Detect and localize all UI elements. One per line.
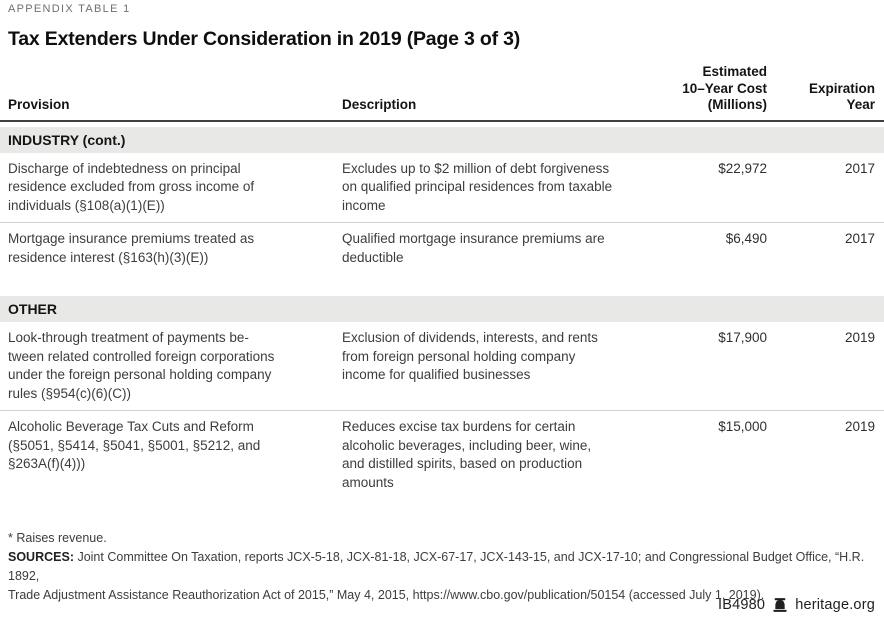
footnote-raises-revenue: * Raises revenue. bbox=[8, 531, 107, 545]
year-cell: 2017 bbox=[844, 160, 875, 176]
cost-cell: $22,972 bbox=[718, 160, 767, 176]
sources-text: Joint Committee On Taxation, reports JCX… bbox=[8, 550, 865, 602]
brand-domain: heritage.org bbox=[795, 597, 875, 613]
year-cell: 2019 bbox=[844, 330, 875, 345]
cost-cell: $15,000 bbox=[718, 419, 767, 434]
provision-cell: Discharge of indebtedness on principal r… bbox=[8, 160, 255, 213]
column-header-cost: Estimated 10–Year Cost (Millions) bbox=[682, 64, 767, 112]
page-title: Tax Extenders Under Consideration in 201… bbox=[8, 28, 521, 50]
provision-cell: Mortgage insurance premiums treated as r… bbox=[8, 231, 255, 265]
description-cell: Reduces excise tax burdens for certain a… bbox=[342, 419, 592, 490]
section-header-other: OTHER bbox=[0, 296, 884, 322]
description-cell: Qualified mortgage insurance premiums ar… bbox=[342, 231, 605, 265]
table-row: Look-through treatment of payments be- t… bbox=[0, 322, 884, 410]
year-cell: 2017 bbox=[844, 231, 875, 246]
table-section-industry: INDUSTRY (cont.) Discharge of indebtedne… bbox=[0, 126, 884, 275]
report-brand-line: IB4980 heritage.org bbox=[718, 597, 875, 613]
column-header-description: Description bbox=[342, 97, 417, 112]
liberty-bell-icon bbox=[772, 597, 788, 613]
year-cell: 2019 bbox=[844, 419, 875, 434]
sources-note: SOURCES: Joint Committee On Taxation, re… bbox=[0, 548, 884, 605]
description-cell: Excludes up to $2 million of debt forgiv… bbox=[342, 160, 613, 213]
provision-cell: Look-through treatment of payments be- t… bbox=[8, 330, 275, 401]
column-header-provision: Provision bbox=[8, 97, 70, 112]
section-header-industry: INDUSTRY (cont.) bbox=[0, 126, 884, 153]
description-cell: Exclusion of dividends, interests, and r… bbox=[342, 330, 598, 382]
cost-cell: $6,490 bbox=[725, 231, 767, 246]
cost-cell: $17,900 bbox=[718, 330, 767, 345]
table-row: Discharge of indebtedness on principal r… bbox=[0, 153, 884, 223]
provision-cell: Alcoholic Beverage Tax Cuts and Reform (… bbox=[8, 419, 261, 471]
table-column-headers: Provision Description Estimated 10–Year … bbox=[0, 51, 884, 122]
table-row: Alcoholic Beverage Tax Cuts and Reform (… bbox=[0, 410, 884, 499]
table-section-other: OTHER Look-through treatment of payments… bbox=[0, 296, 884, 499]
column-header-year: Expiration Year bbox=[808, 80, 875, 113]
table-row: Mortgage insurance premiums treated as r… bbox=[0, 222, 884, 274]
sources-label: SOURCES: bbox=[8, 550, 74, 564]
appendix-label: APPENDIX TABLE 1 bbox=[8, 3, 131, 15]
report-id: IB4980 bbox=[718, 597, 766, 613]
